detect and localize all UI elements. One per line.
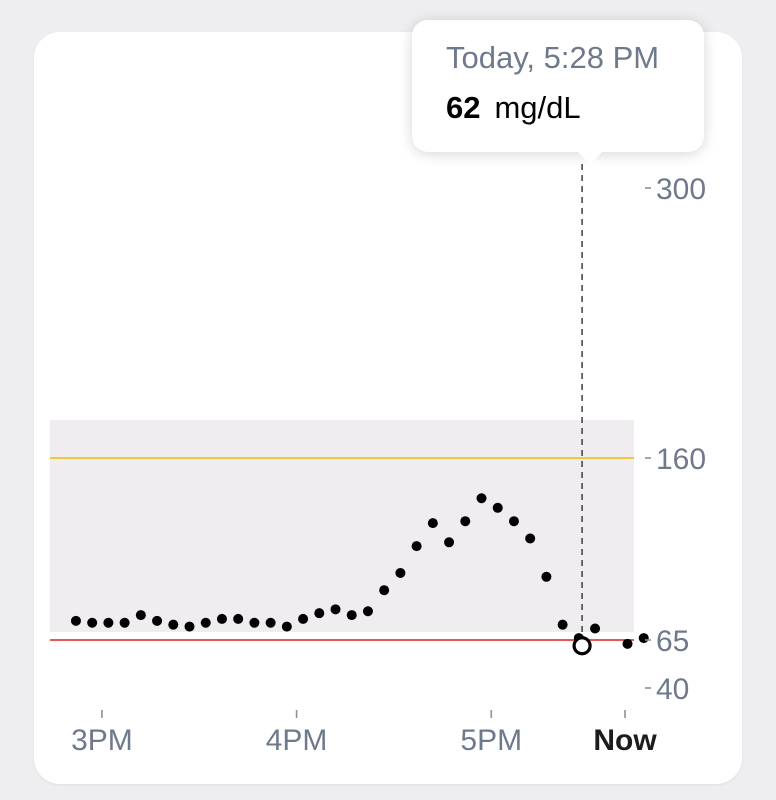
glucose-point-5 [152,615,163,626]
glucose-point-34 [638,633,649,644]
tooltip-pointer [578,152,602,164]
target-range-band [50,420,634,632]
glucose-point-27 [508,516,519,527]
glucose-point-4 [135,610,146,621]
glucose-point-17 [346,610,357,621]
glucose-point-24 [460,516,471,527]
tooltip-time: Today, 5:28 PM [446,40,660,75]
glucose-point-22 [427,518,438,529]
x-tick-label-3pm: 3PM [71,724,133,757]
glucose-point-30 [557,619,568,630]
y-tick-label-65: 65 [656,625,689,658]
glucose-point-13 [281,621,292,632]
glucose-point-23 [444,537,455,548]
glucose-point-25 [476,493,487,504]
x-tick-label-now: Now [593,724,657,757]
tooltip-unit: mg/dL [494,90,581,125]
glucose-point-10 [233,613,244,624]
glucose-point-21 [411,541,422,552]
glucose-point-9 [216,613,227,624]
glucose-point-28 [525,533,536,544]
glucose-point-15 [314,608,325,619]
glucose-point-6 [168,619,179,630]
glucose-point-26 [492,502,503,513]
glucose-point-18 [362,606,373,617]
glucose-point-2 [103,617,114,628]
glucose-point-33 [622,638,633,649]
selected-glucose-point [572,636,592,656]
glucose-point-20 [395,567,406,578]
x-tick-label-5pm: 5PM [460,724,522,757]
glucose-point-7 [184,621,195,632]
glucose-point-12 [265,617,276,628]
y-tick-label-40: 40 [656,673,689,706]
glucose-point-32 [590,623,601,634]
y-tick-label-300: 300 [656,173,706,206]
glucose-point-3 [119,617,130,628]
glucose-point-0 [70,615,81,626]
glucose-point-16 [330,604,341,615]
glucose-point-11 [249,617,260,628]
chart-card [34,32,742,784]
glucose-point-29 [541,571,552,582]
glucose-point-8 [200,617,211,628]
tooltip-reading: 62 mg/dL [446,90,581,126]
glucose-point-1 [87,617,98,628]
tooltip-value: 62 [446,90,481,125]
reading-tooltip: Today, 5:28 PM 62 mg/dL [412,20,704,164]
glucose-point-19 [379,585,390,596]
y-tick-label-160: 160 [656,443,706,476]
glucose-point-14 [298,613,309,624]
x-tick-label-4pm: 4PM [266,724,328,757]
